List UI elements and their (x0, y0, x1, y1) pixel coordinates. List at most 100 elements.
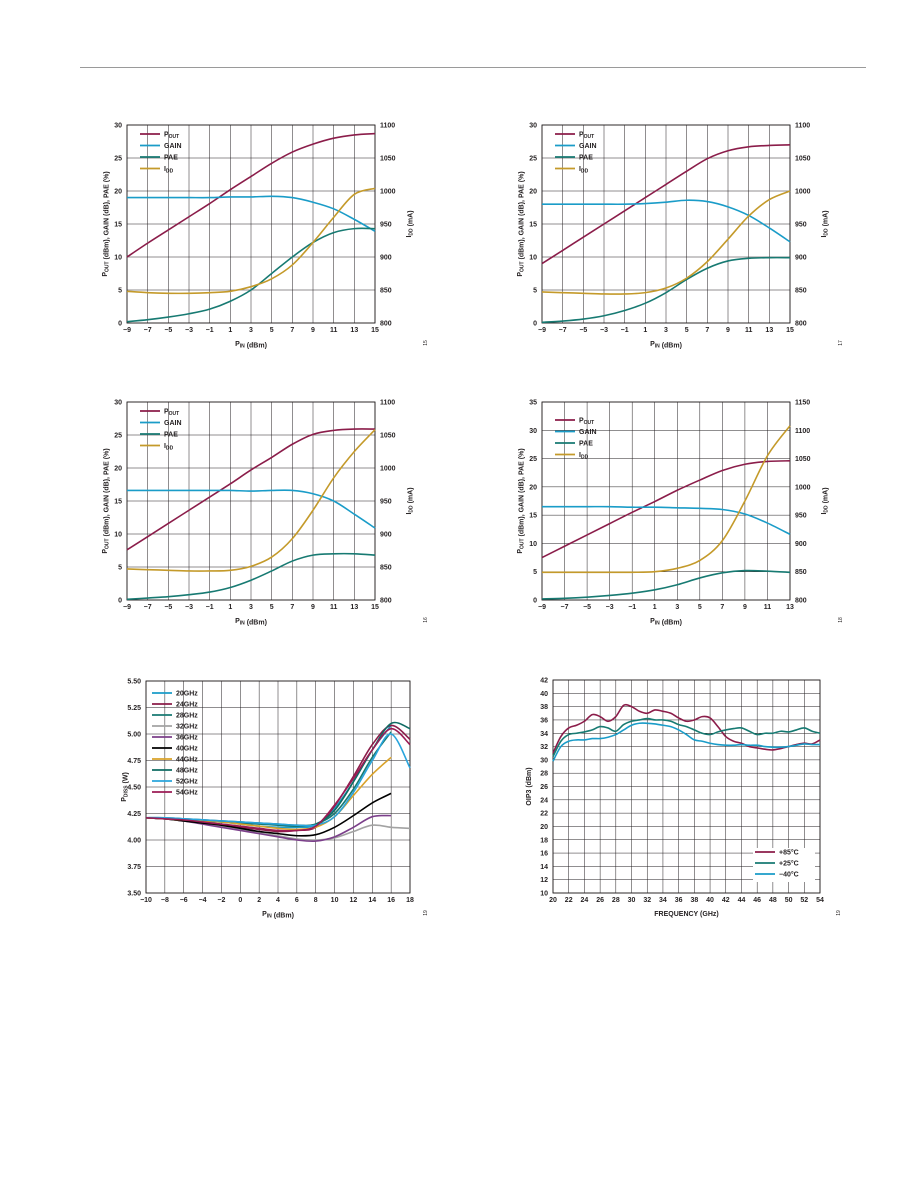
x-tick-label: −7 (144, 327, 152, 334)
legend-label: 52GHz (176, 779, 198, 786)
legend-label: 40GHz (176, 746, 198, 753)
figure-number: 19 (423, 910, 429, 916)
figure-number: 15 (423, 340, 429, 346)
series-line-idd (542, 425, 791, 574)
y-axis-label-left: POUT (dBm), GAIN (dB), PAE (%) (517, 448, 526, 553)
y-tick-label-left: 0 (118, 598, 122, 605)
legend-label: POUT (164, 409, 179, 418)
y-tick-label-left: 25 (114, 433, 122, 440)
y-tick-label-left: 5.50 (127, 679, 141, 686)
y-tick-label-right: 1100 (380, 400, 395, 407)
y-tick-label-right: 1000 (380, 189, 396, 196)
legend-label: IDD (579, 166, 589, 175)
y-tick-label-left: 40 (540, 691, 548, 698)
legend-label: +25°C (779, 860, 799, 868)
header-rule (80, 67, 866, 68)
series-line-idd (126, 429, 376, 572)
x-tick-label: 13 (350, 604, 358, 611)
y-axis-label-right: IDD (mA) (406, 210, 415, 237)
x-tick-label: 13 (350, 327, 358, 334)
y-axis-label-left: PDISS (W) (121, 772, 130, 802)
x-tick-label: −7 (144, 604, 152, 611)
y-tick-label-left: 5 (533, 288, 537, 295)
legend-label: 44GHz (176, 757, 198, 764)
x-tick-label: 7 (290, 604, 294, 611)
legend-label: IDD (164, 443, 174, 452)
x-tick-label: −3 (185, 604, 193, 611)
series-line-25c (552, 717, 821, 757)
y-tick-label-left: 30 (114, 400, 122, 407)
x-tick-label: 15 (371, 327, 379, 334)
y-tick-label-left: 5.00 (127, 732, 141, 739)
y-tick-label-left: 20 (529, 189, 537, 196)
x-tick-label: −1 (621, 327, 629, 334)
x-tick-label: 3 (249, 604, 253, 611)
y-tick-label-left: 10 (114, 255, 122, 262)
y-tick-label-left: 3.50 (127, 891, 141, 898)
y-tick-label-right: 800 (795, 321, 807, 328)
x-tick-label: 32 (643, 897, 651, 904)
y-tick-label-left: 0 (533, 321, 537, 328)
y-tick-label-right: 1050 (795, 156, 811, 163)
chart-3: −9 −7 −5 −3 −1 1 3 5 7 9 11 13 150510152025308008509… (102, 400, 429, 627)
y-tick-label-left: 15 (529, 222, 537, 229)
x-tick-label: 9 (311, 604, 315, 611)
x-tick-label: −9 (123, 327, 131, 334)
x-tick-label: 14 (368, 897, 376, 904)
y-axis-label-left: POUT (dBm), GAIN (dB), PAE (%) (102, 448, 111, 553)
y-tick-label-left: 24 (540, 797, 548, 804)
x-tick-label: 1 (653, 604, 657, 611)
x-tick-label: 42 (722, 897, 730, 904)
x-tick-label: 9 (743, 604, 747, 611)
x-tick-label: −1 (206, 604, 214, 611)
legend-label: PAE (579, 155, 593, 162)
y-tick-label-left: 4.50 (127, 785, 141, 792)
y-tick-label-right: 900 (380, 532, 392, 539)
x-tick-label: −5 (579, 327, 587, 334)
chart-5: −10 −8 −6 −4 −2 0 2 4 6 8 10 12 14 16 18 3.50 3.75 4.00 4.… (121, 679, 429, 920)
y-axis-label-left: POUT (dBm), GAIN (dB), PAE (%) (517, 171, 526, 276)
x-tick-label: 5 (685, 327, 689, 334)
legend-label: POUT (164, 132, 179, 141)
x-tick-label: 11 (330, 604, 338, 611)
legend-label: GAIN (164, 420, 182, 427)
x-axis-label: PIN (dBm) (262, 911, 294, 920)
legend-label: 48GHz (176, 768, 198, 775)
x-tick-label: 22 (565, 897, 573, 904)
y-tick-label-left: 5.25 (127, 705, 141, 712)
legend-label: POUT (579, 132, 594, 141)
x-tick-label: 3 (675, 604, 679, 611)
x-tick-label: 3 (664, 327, 668, 334)
x-tick-label: 50 (785, 897, 793, 904)
legend-label: PAE (164, 432, 178, 439)
y-tick-label-right: 850 (380, 565, 392, 572)
legend-label: IDD (579, 452, 589, 461)
x-tick-label: 52 (800, 897, 808, 904)
legend-label: 36GHz (176, 735, 198, 742)
x-tick-label: −9 (538, 604, 546, 611)
x-tick-label: −7 (559, 327, 567, 334)
x-tick-label: 30 (628, 897, 636, 904)
y-tick-label-left: 30 (540, 757, 548, 764)
y-tick-label-right: 950 (795, 513, 807, 520)
x-tick-label: −9 (123, 604, 131, 611)
series-line-pout (126, 132, 376, 258)
series-line-gain (542, 505, 791, 536)
y-tick-label-left: 10 (529, 255, 537, 262)
series-line-pout (126, 428, 376, 551)
x-tick-label: −5 (164, 327, 172, 334)
series-line-pout (541, 144, 791, 265)
x-tick-label: 7 (290, 327, 294, 334)
y-tick-label-left: 20 (114, 466, 122, 473)
x-tick-label: 1 (228, 327, 232, 334)
chart-6: 20 22 24 26 28 30 32 34 36 38 40 42 44 46 48 50 52 54 10 12… (526, 678, 842, 919)
x-tick-label: 11 (330, 327, 338, 334)
x-tick-label: 36 (675, 897, 683, 904)
y-tick-label-left: 25 (529, 156, 537, 163)
x-tick-label: 15 (371, 604, 379, 611)
y-tick-label-left: 5 (118, 288, 122, 295)
y-tick-label-right: 900 (795, 541, 807, 548)
y-axis-label-right: IDD (mA) (821, 210, 830, 237)
x-tick-label: 18 (406, 897, 414, 904)
